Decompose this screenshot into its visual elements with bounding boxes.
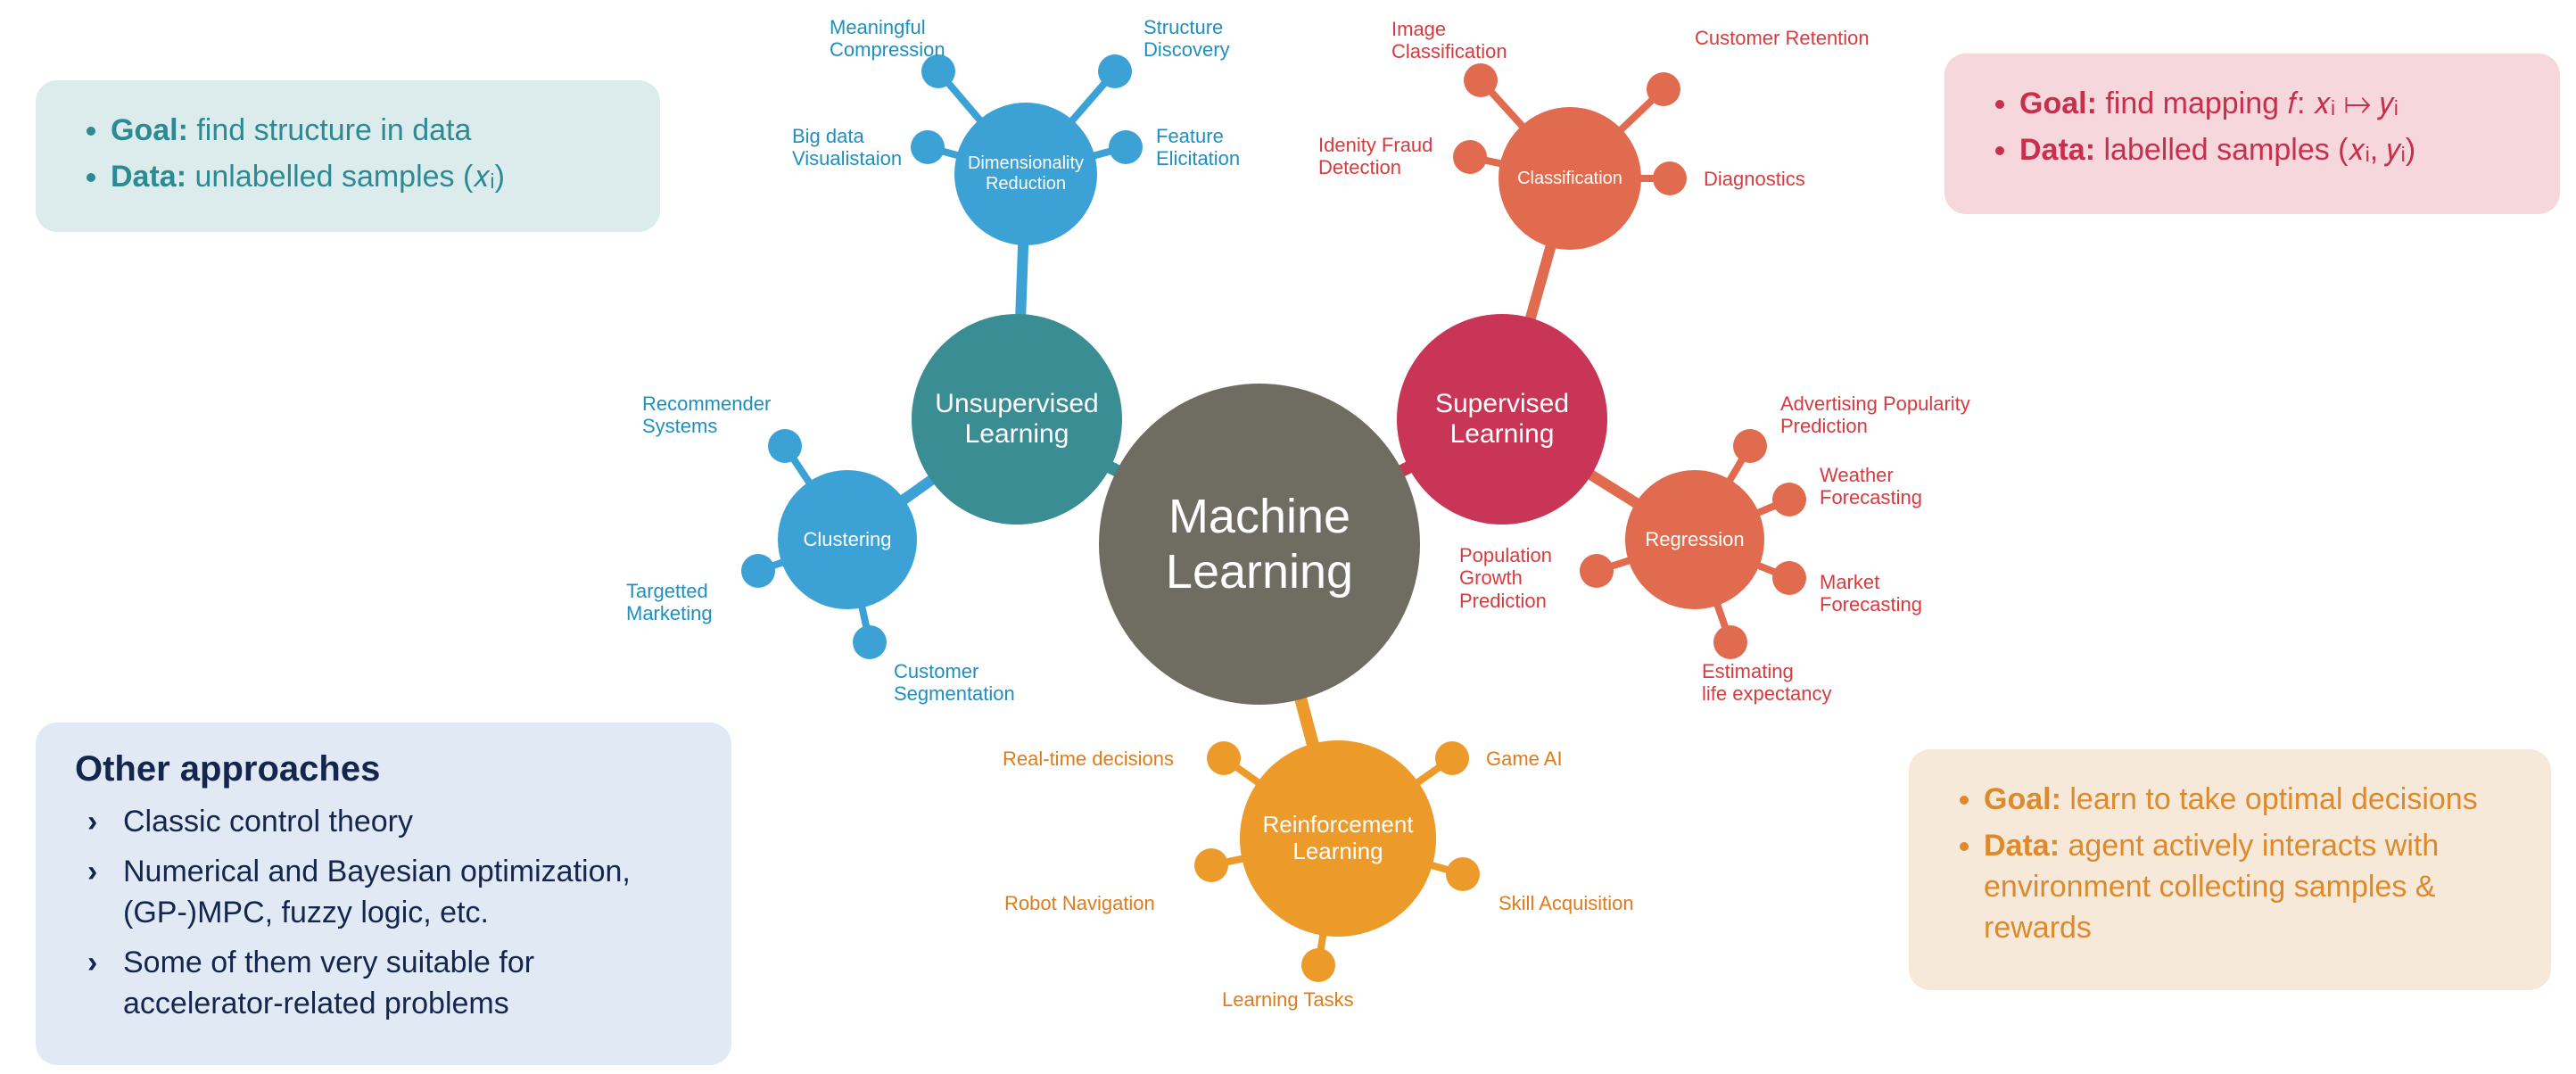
leaf-label: Customer Retention (1695, 27, 1870, 49)
infobox-list: Goal: find structure in data Data: unlabe… (71, 111, 624, 198)
leaf-label: CustomerSegmentation (894, 660, 1015, 706)
leaf-dot (1580, 554, 1614, 588)
node-classification-label: Classification (1510, 169, 1630, 189)
other-approaches-title: Other approaches (75, 749, 692, 789)
leaf-label: Game AI (1486, 748, 1563, 770)
leaf-dot (768, 429, 802, 463)
leaf-dot (1435, 741, 1469, 775)
leaf-dot (911, 130, 945, 164)
leaf-dot (853, 625, 887, 659)
leaf-dot (1453, 140, 1487, 174)
leaf-label: Big dataVisualistaion (792, 125, 902, 170)
leaf-dot (1098, 54, 1132, 88)
other-approaches-item: Classic control theory (123, 802, 692, 843)
leaf-dot (1194, 848, 1228, 882)
node-center: MachineLearning (1099, 384, 1420, 705)
infobox-data: Data: unlabelled samples (𝑥ᵢ) (111, 157, 624, 198)
leaf-dot (1772, 483, 1806, 516)
node-unsupervised: UnsupervisedLearning (912, 314, 1122, 525)
leaf-label: Advertising PopularityPrediction (1780, 392, 1970, 438)
leaf-label: FeatureElicitation (1156, 125, 1240, 170)
infobox-goal: Goal: find structure in data (111, 111, 624, 152)
node-regression-label: Regression (1638, 528, 1751, 550)
leaf-label: MarketForecasting (1820, 571, 1922, 616)
leaf-label: Robot Navigation (1004, 892, 1155, 914)
leaf-label: Skill Acquisition (1499, 892, 1634, 914)
leaf-label: Real-time decisions (1003, 748, 1174, 770)
leaf-dot (1647, 72, 1680, 106)
node-supervised: SupervisedLearning (1397, 314, 1607, 525)
infobox-supervised: Goal: find mapping 𝑓: 𝑥ᵢ ↦ 𝑦ᵢ Data: label… (1944, 54, 2560, 214)
node-dimred: DimensionalityReduction (954, 103, 1097, 245)
leaf-dot (1713, 625, 1747, 659)
infobox-list: Goal: find mapping 𝑓: 𝑥ᵢ ↦ 𝑦ᵢ Data: label… (1980, 84, 2524, 171)
node-center-label: MachineLearning (1159, 489, 1360, 599)
leaf-dot (1207, 741, 1241, 775)
node-clustering-label: Clustering (796, 528, 898, 550)
node-reinforcement: ReinforcementLearning (1240, 740, 1436, 937)
infobox-reinforcement: Goal: learn to take optimal decisions Dat… (1909, 749, 2551, 990)
node-dimred-label: DimensionalityReduction (961, 153, 1091, 194)
leaf-label: TargettedMarketing (626, 580, 713, 625)
infobox-goal: Goal: find mapping 𝑓: 𝑥ᵢ ↦ 𝑦ᵢ (2019, 84, 2524, 125)
infobox-unsupervised: Goal: find structure in data Data: unlabe… (36, 80, 660, 232)
leaf-label: WeatherForecasting (1820, 464, 1922, 509)
infobox-data: Data: agent actively interacts with envi… (1984, 826, 2515, 949)
ml-taxonomy-diagram: MeaningfulCompression StructureDiscovery B… (0, 0, 2576, 1074)
node-clustering: Clustering (778, 470, 917, 609)
infobox-data: Data: labelled samples (𝑥ᵢ, 𝑦ᵢ) (2019, 130, 2524, 171)
other-approaches-list: Classic control theory Numerical and Baye… (75, 802, 692, 1024)
leaf-label: ImageClassification (1391, 18, 1507, 63)
node-reinforcement-label: ReinforcementLearning (1255, 812, 1420, 865)
node-supervised-label: SupervisedLearning (1428, 389, 1576, 450)
leaf-label: MeaningfulCompression (830, 16, 945, 62)
node-classification: Classification (1499, 107, 1641, 250)
other-approaches-item: Numerical and Bayesian optimization, (GP… (123, 852, 692, 934)
leaf-label: StructureDiscovery (1144, 16, 1230, 62)
leaf-dot (1301, 948, 1335, 982)
leaf-dot (741, 554, 775, 588)
leaf-dot (1772, 561, 1806, 595)
leaf-label: Idenity FraudDetection (1318, 134, 1432, 179)
other-approaches-item: Some of them very suitable for accelerat… (123, 943, 692, 1025)
leaf-label: Diagnostics (1704, 168, 1805, 190)
leaf-label: Estimatinglife expectancy (1702, 660, 1832, 706)
node-regression: Regression (1625, 470, 1764, 609)
leaf-dot (1733, 429, 1767, 463)
node-unsupervised-label: UnsupervisedLearning (928, 389, 1105, 450)
leaf-dot (1653, 161, 1687, 195)
other-approaches-box: Other approaches Classic control theory Nu… (36, 723, 731, 1065)
leaf-dot (1109, 130, 1143, 164)
leaf-label: PopulationGrowthPrediction (1459, 544, 1552, 612)
leaf-label: RecommenderSystems (642, 392, 771, 438)
leaf-label: Learning Tasks (1222, 988, 1354, 1011)
leaf-dot (1446, 857, 1480, 891)
infobox-list: Goal: learn to take optimal decisions Dat… (1944, 780, 2515, 949)
leaf-dot (1464, 63, 1498, 97)
infobox-goal: Goal: learn to take optimal decisions (1984, 780, 2515, 821)
